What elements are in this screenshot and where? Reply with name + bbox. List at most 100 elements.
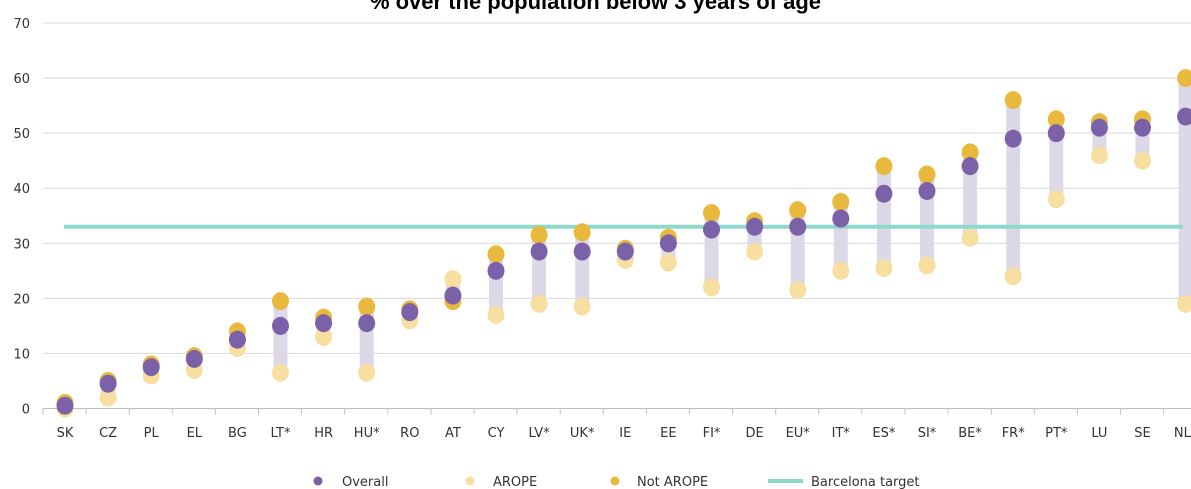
- arope-point: [789, 281, 807, 300]
- x-tick-label: BE*: [958, 426, 982, 441]
- overall-point: [185, 349, 203, 368]
- x-tick-label: CY: [488, 426, 505, 441]
- overall-point: [530, 242, 548, 261]
- arope-point: [487, 305, 505, 324]
- not-arope-point: [358, 297, 376, 316]
- arope-point: [703, 278, 720, 297]
- overall-point: [1090, 118, 1108, 137]
- arope-point: [573, 297, 591, 316]
- not-arope-point: [530, 226, 548, 245]
- x-tick-label: FR*: [1002, 426, 1026, 441]
- overall-point: [918, 181, 936, 200]
- legend-label: Overall: [342, 475, 388, 489]
- overall-point: [1047, 124, 1065, 143]
- not-arope-point: [573, 223, 591, 242]
- overall-point: [99, 374, 117, 393]
- overall-point: [444, 286, 462, 305]
- not-arope-point: [918, 165, 936, 184]
- arope-point: [832, 261, 850, 280]
- x-tick-label: SE: [1134, 426, 1150, 441]
- overall-point: [616, 242, 634, 261]
- x-tick-label: EU*: [786, 426, 811, 441]
- range-bar: [876, 166, 891, 269]
- not-arope-point: [487, 245, 505, 264]
- x-tick-label: FI*: [703, 426, 721, 441]
- x-tick-label: CZ: [99, 426, 117, 441]
- overall-point: [401, 303, 419, 322]
- legend-marker: [610, 476, 620, 486]
- range-bar: [273, 301, 288, 373]
- y-tick-label: 20: [13, 292, 30, 307]
- overall-point: [875, 184, 893, 203]
- arope-point: [1047, 190, 1065, 209]
- arope-point: [99, 388, 117, 407]
- arope-point: [444, 270, 462, 289]
- x-tick-label: IE: [619, 426, 631, 441]
- overall-point: [56, 396, 74, 415]
- chart-title: % over the population below 3 years of a…: [369, 0, 822, 14]
- overall-point: [358, 314, 376, 333]
- arope-point: [272, 363, 289, 382]
- overall-point: [703, 220, 720, 239]
- not-arope-point: [875, 157, 893, 176]
- overall-point: [315, 314, 333, 333]
- x-tick-label: SI*: [918, 426, 937, 441]
- arope-point: [746, 242, 764, 261]
- overall-point: [142, 358, 160, 377]
- not-arope-point: [789, 201, 807, 220]
- x-tick-label: PL: [144, 426, 160, 441]
- overall-point: [1004, 129, 1022, 148]
- legend-marker: [465, 476, 475, 486]
- arope-point: [1134, 151, 1151, 170]
- x-tick-label: LV*: [528, 426, 550, 441]
- overall-point: [659, 234, 677, 253]
- legend-label: Barcelona target: [811, 475, 920, 489]
- overall-point: [789, 217, 807, 236]
- x-tick-label: EE: [660, 426, 676, 441]
- y-axis: 0 10 20 30 40 50 60 70: [13, 17, 30, 418]
- x-tick-label: ES*: [872, 426, 895, 441]
- arope-point: [358, 363, 376, 382]
- arope-point: [530, 294, 548, 313]
- y-tick-label: 70: [13, 17, 30, 32]
- data-points: [56, 69, 1191, 418]
- x-tick-label: NL*: [1174, 426, 1191, 441]
- x-tick-label: UK*: [570, 426, 595, 441]
- overall-point: [832, 209, 850, 228]
- x-tick-label: HR: [314, 426, 333, 441]
- x-tick-label: SK: [57, 426, 74, 441]
- overall-point: [573, 242, 591, 261]
- x-tick-label: EL: [187, 426, 203, 441]
- y-tick-label: 40: [13, 182, 30, 197]
- legend-label: Not AROPE: [637, 475, 708, 489]
- arope-point: [918, 256, 936, 275]
- arope-point: [315, 327, 333, 346]
- not-arope-point: [1047, 110, 1065, 129]
- not-arope-point: [703, 203, 720, 222]
- not-arope-point: [961, 143, 979, 162]
- arope-point: [1004, 267, 1022, 286]
- arope-point: [875, 259, 893, 278]
- x-tick-label: HU*: [354, 426, 380, 441]
- x-tick-label: PT*: [1045, 426, 1068, 441]
- y-tick-label: 10: [13, 347, 30, 362]
- legend: Overall AROPE Not AROPE Barcelona target: [313, 475, 920, 489]
- range-bar: [1178, 78, 1191, 304]
- overall-point: [1177, 107, 1191, 126]
- overall-point: [746, 217, 764, 236]
- overall-point: [487, 261, 505, 280]
- x-axis: SK CZ PL EL BG LT* HR HU* RO AT CY LV* UK* IE EE FI* DE E…: [42, 408, 1191, 441]
- y-tick-label: 30: [13, 237, 30, 252]
- legend-label: AROPE: [493, 475, 537, 489]
- overall-point: [228, 330, 246, 349]
- x-tick-label: LT*: [271, 426, 291, 441]
- arope-point: [1090, 146, 1108, 165]
- not-arope-point: [832, 192, 850, 211]
- y-tick-label: 50: [13, 127, 30, 142]
- legend-marker: [313, 476, 323, 486]
- x-tick-label: AT: [445, 426, 461, 441]
- not-arope-point: [272, 292, 289, 311]
- arope-point: [961, 228, 979, 247]
- arope-point: [1177, 294, 1191, 313]
